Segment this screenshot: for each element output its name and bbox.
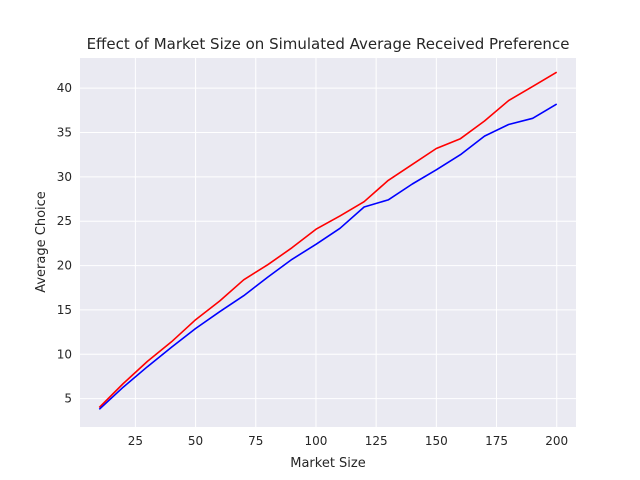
series-line-2 <box>98 103 558 410</box>
y-tick-label: 35 <box>57 126 72 140</box>
y-tick-label: 20 <box>57 259 72 273</box>
y-tick-label: 25 <box>57 214 72 228</box>
x-gridlines <box>134 58 558 427</box>
plot-background <box>80 58 576 427</box>
y-tick-label: 40 <box>57 81 72 95</box>
y-tick-label: 10 <box>57 347 72 361</box>
x-tick-label: 25 <box>128 434 143 448</box>
y-axis-label: Average Choice <box>34 191 49 293</box>
y-tick-label: 15 <box>57 303 72 317</box>
y-gridlines <box>80 87 576 400</box>
x-tick-label: 50 <box>188 434 203 448</box>
x-tick-labels: 25 50 75 100 125 150 175 200 <box>128 434 568 448</box>
chart-title: Effect of Market Size on Simulated Avera… <box>87 35 570 53</box>
x-tick-label: 125 <box>365 434 388 448</box>
x-tick-label: 200 <box>545 434 568 448</box>
y-tick-label: 30 <box>57 170 72 184</box>
x-tick-label: 75 <box>248 434 263 448</box>
x-axis-label: Market Size <box>290 456 366 471</box>
y-tick-label: 5 <box>64 392 72 406</box>
series-layer <box>98 71 558 410</box>
x-tick-label: 100 <box>305 434 328 448</box>
x-tick-label: 175 <box>485 434 508 448</box>
series-line-1 <box>98 71 558 409</box>
y-tick-labels: 5 10 15 20 25 30 35 40 <box>57 81 72 405</box>
x-tick-label: 150 <box>425 434 448 448</box>
